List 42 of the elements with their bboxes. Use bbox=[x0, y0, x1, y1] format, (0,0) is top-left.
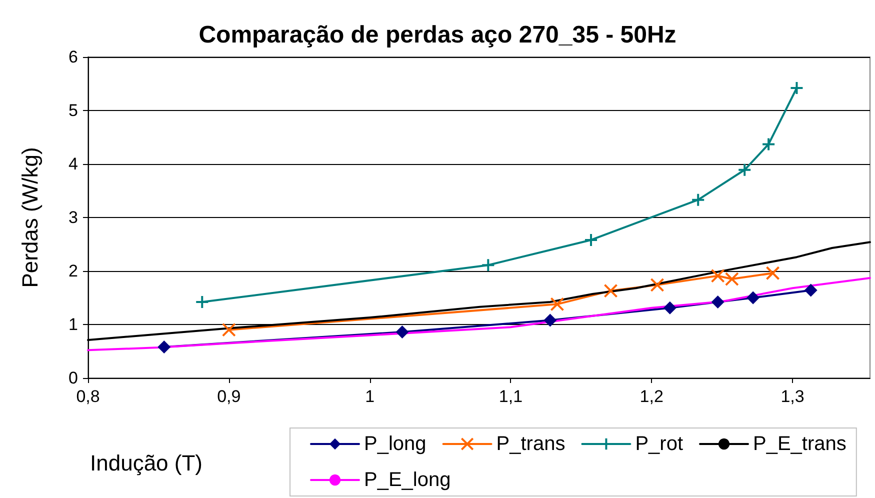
point bbox=[746, 291, 760, 304]
legend-label: P_E_long bbox=[364, 469, 451, 491]
y-tick-label: 2 bbox=[68, 262, 78, 280]
y-tick-label: 1 bbox=[68, 315, 78, 334]
point bbox=[604, 284, 618, 298]
legend-label: P_long bbox=[364, 433, 426, 455]
point bbox=[766, 266, 780, 280]
legend-label: P_trans bbox=[496, 433, 566, 455]
x-tick-label: 0,9 bbox=[217, 387, 241, 406]
point bbox=[738, 162, 752, 177]
point bbox=[691, 192, 706, 207]
y-tick-label: 3 bbox=[68, 208, 78, 227]
point bbox=[762, 137, 776, 152]
x-tick-label: 1,3 bbox=[780, 387, 804, 406]
point bbox=[396, 325, 409, 338]
y-tick-label: 0 bbox=[68, 368, 78, 388]
point bbox=[711, 296, 724, 309]
point bbox=[544, 314, 557, 327]
chart-title: Comparação de perdas aço 270_35 - 50Hz bbox=[198, 22, 676, 48]
point bbox=[804, 284, 818, 297]
legend-label: P_E_trans bbox=[753, 433, 846, 455]
point bbox=[158, 340, 171, 354]
y-tick-label: 5 bbox=[68, 101, 78, 120]
point bbox=[724, 272, 739, 286]
x-tick-label: 1 bbox=[365, 387, 375, 406]
point bbox=[222, 322, 236, 337]
legend-label: P_rot bbox=[635, 433, 684, 455]
point bbox=[195, 295, 210, 310]
point bbox=[710, 268, 725, 283]
y-tick-label: 4 bbox=[68, 154, 78, 174]
point bbox=[650, 278, 664, 292]
point bbox=[481, 258, 496, 272]
point bbox=[663, 301, 676, 314]
x-tick-label: 1,1 bbox=[498, 387, 523, 406]
x-tick-label: 1,2 bbox=[640, 387, 664, 406]
point bbox=[550, 297, 564, 312]
y-axis-title: Perdas (W/kg) bbox=[18, 147, 42, 288]
x-tick-label: 0,8 bbox=[76, 387, 100, 406]
y-tick-label: 6 bbox=[68, 48, 78, 66]
point bbox=[790, 81, 804, 96]
point bbox=[584, 232, 598, 247]
x-axis-title: Indução (T) bbox=[90, 450, 202, 476]
